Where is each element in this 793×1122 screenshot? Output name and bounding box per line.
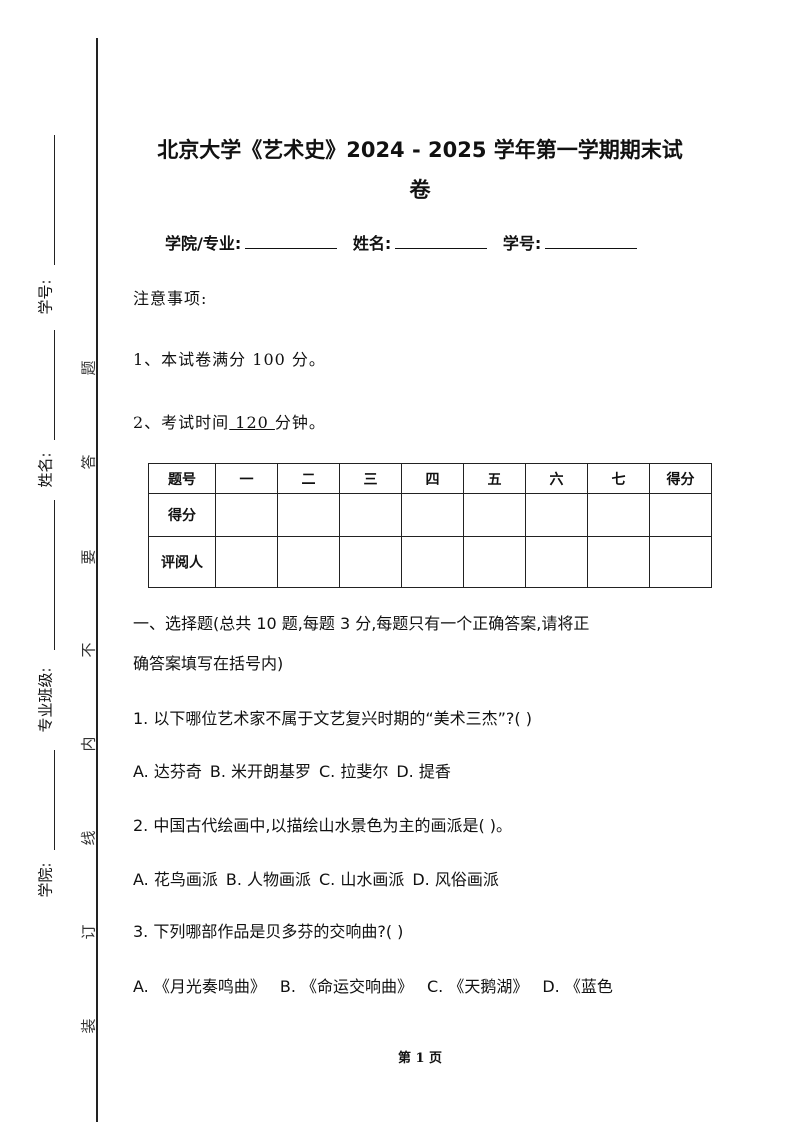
student-info-row: 学院/专业: 姓名: 学号: bbox=[165, 230, 647, 254]
seal-char: 内 bbox=[79, 736, 98, 752]
option: C. 《天鹅湖》 bbox=[427, 977, 529, 996]
seal-char: 装 bbox=[79, 1018, 98, 1034]
blank-line bbox=[54, 330, 55, 440]
note-text: 2、考试时间 bbox=[133, 413, 230, 432]
seal-char: 不 bbox=[79, 642, 98, 658]
score-cell[interactable] bbox=[463, 493, 526, 537]
note-item-2: 2、考试时间 120 分钟。 bbox=[133, 409, 326, 433]
note-item-1: 1、本试卷满分 100 分。 bbox=[133, 350, 326, 369]
exam-title: 北京大学《艺术史》2024 - 2025 学年第一学期期末试 bbox=[157, 138, 683, 162]
table-header: 五 bbox=[463, 463, 526, 494]
table-header: 得分 bbox=[649, 463, 712, 494]
table-header: 三 bbox=[339, 463, 402, 494]
option: C. 拉斐尔 bbox=[319, 762, 389, 781]
score-table: 题号 一 二 三 四 五 六 七 得分 得分 评阅人 bbox=[148, 463, 712, 588]
question-1-options: A. 达芬奇 B. 米开朗基罗 C. 拉斐尔 D. 提香 bbox=[133, 758, 459, 782]
row-label: 评阅人 bbox=[148, 536, 216, 588]
notes-heading: 注意事项: bbox=[133, 289, 208, 308]
table-row: 得分 bbox=[148, 493, 712, 537]
table-header-row: 题号 一 二 三 四 五 六 七 得分 bbox=[148, 463, 712, 494]
section-heading-cont: 确答案填写在括号内) bbox=[133, 654, 284, 673]
option: D. 提香 bbox=[396, 762, 451, 781]
table-row: 评阅人 bbox=[148, 536, 712, 588]
college-label: 学院/专业: bbox=[165, 234, 242, 253]
table-header: 四 bbox=[401, 463, 464, 494]
option: B. 人物画派 bbox=[225, 870, 311, 889]
exam-title-cont: 卷 bbox=[409, 178, 431, 202]
grader-cell[interactable] bbox=[401, 536, 464, 588]
table-header: 六 bbox=[525, 463, 588, 494]
table-header: 二 bbox=[277, 463, 340, 494]
grader-cell[interactable] bbox=[587, 536, 650, 588]
grader-cell[interactable] bbox=[525, 536, 588, 588]
question-1: 1. 以下哪位艺术家不属于文艺复兴时期的“美术三杰”?( ) bbox=[133, 709, 532, 728]
margin-college-label: 学院: bbox=[36, 862, 55, 898]
seal-char: 要 bbox=[79, 549, 98, 565]
id-label: 学号: bbox=[502, 234, 542, 253]
grader-cell[interactable] bbox=[463, 536, 526, 588]
table-header: 七 bbox=[587, 463, 650, 494]
table-header: 题号 bbox=[148, 463, 216, 494]
id-blank[interactable] bbox=[545, 232, 638, 249]
option: A. 《月光奏鸣曲》 bbox=[133, 977, 266, 996]
exam-duration: 120 bbox=[229, 413, 275, 432]
table-header: 一 bbox=[215, 463, 278, 494]
name-blank[interactable] bbox=[395, 232, 488, 249]
question-3-options: A. 《月光奏鸣曲》 B. 《命运交响曲》 C. 《天鹅湖》 D. 《蓝色 bbox=[133, 973, 621, 997]
binding-line bbox=[96, 38, 98, 1122]
score-cell[interactable] bbox=[215, 493, 278, 537]
question-2: 2. 中国古代绘画中,以描绘山水景色为主的画派是( )。 bbox=[133, 816, 513, 835]
score-cell[interactable] bbox=[649, 493, 712, 537]
page-number: 第 1 页 bbox=[397, 1051, 443, 1066]
name-label: 姓名: bbox=[352, 234, 392, 253]
blank-line bbox=[54, 750, 55, 850]
margin-name-label: 姓名: bbox=[36, 452, 55, 488]
blank-line bbox=[54, 135, 55, 265]
score-cell[interactable] bbox=[339, 493, 402, 537]
seal-char: 线 bbox=[79, 830, 98, 846]
seal-char: 订 bbox=[79, 924, 98, 940]
section-heading: 一、选择题(总共 10 题,每题 3 分,每题只有一个正确答案,请将正 bbox=[133, 614, 590, 633]
option: B. 《命运交响曲》 bbox=[279, 977, 413, 996]
blank-line bbox=[54, 500, 55, 650]
grader-cell[interactable] bbox=[215, 536, 278, 588]
note-text: 分钟。 bbox=[274, 413, 326, 432]
score-cell[interactable] bbox=[525, 493, 588, 537]
option: D. 风俗画派 bbox=[412, 870, 499, 889]
margin-student-id-label: 学号: bbox=[36, 279, 55, 315]
option: D. 《蓝色 bbox=[542, 977, 613, 996]
option: B. 米开朗基罗 bbox=[209, 762, 311, 781]
score-cell[interactable] bbox=[587, 493, 650, 537]
grader-cell[interactable] bbox=[277, 536, 340, 588]
option: C. 山水画派 bbox=[319, 870, 405, 889]
margin-class-label: 专业班级: bbox=[36, 667, 55, 733]
seal-char: 答 bbox=[79, 454, 98, 470]
grader-cell[interactable] bbox=[339, 536, 402, 588]
college-blank[interactable] bbox=[245, 232, 338, 249]
score-cell[interactable] bbox=[401, 493, 464, 537]
question-3: 3. 下列哪部作品是贝多芬的交响曲?( ) bbox=[133, 922, 404, 941]
row-label: 得分 bbox=[148, 493, 216, 537]
question-2-options: A. 花鸟画派 B. 人物画派 C. 山水画派 D. 风俗画派 bbox=[133, 866, 507, 890]
grader-cell[interactable] bbox=[649, 536, 712, 588]
score-cell[interactable] bbox=[277, 493, 340, 537]
option: A. 花鸟画派 bbox=[133, 870, 218, 889]
option: A. 达芬奇 bbox=[133, 762, 202, 781]
seal-char: 题 bbox=[79, 360, 98, 376]
